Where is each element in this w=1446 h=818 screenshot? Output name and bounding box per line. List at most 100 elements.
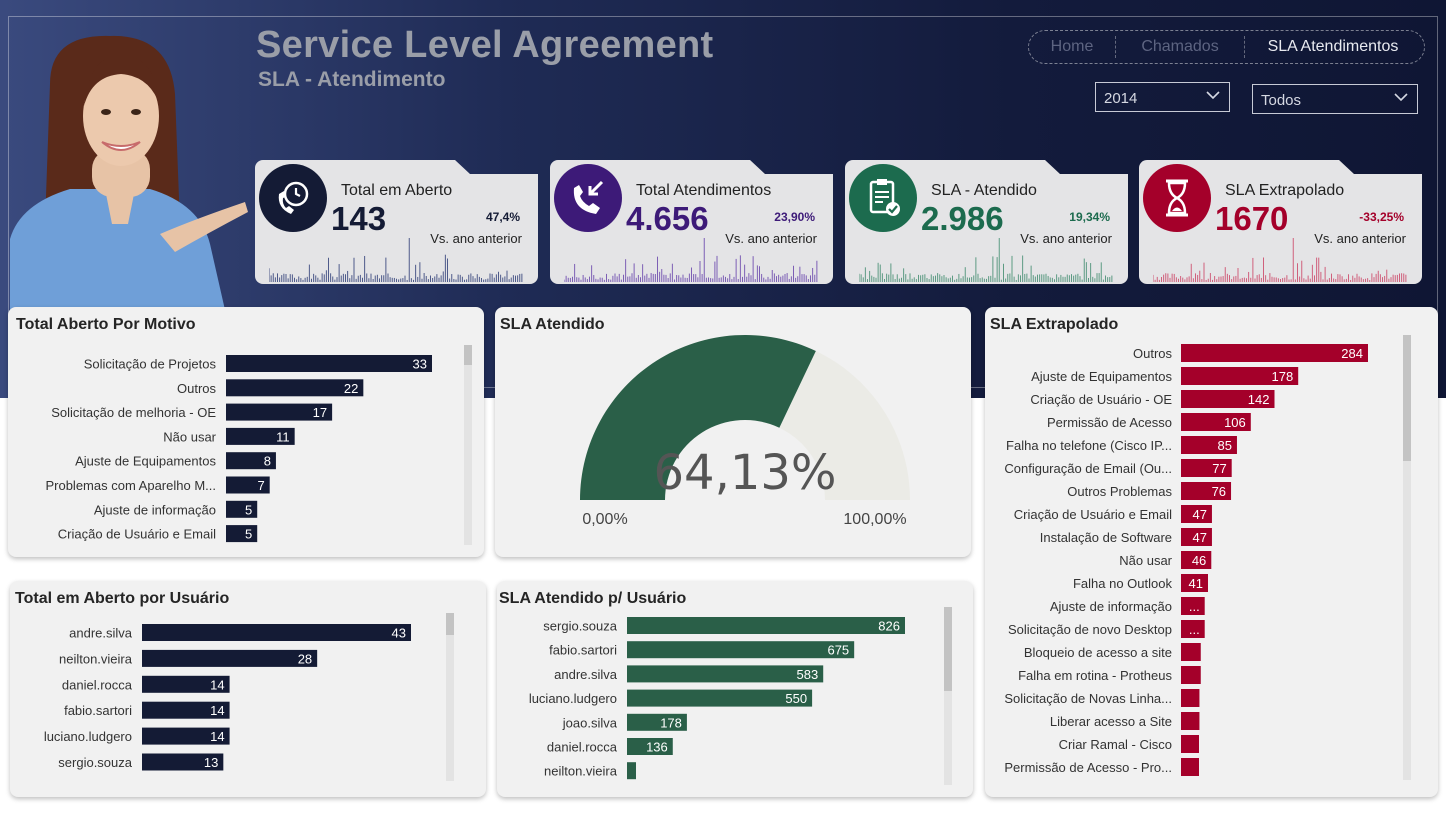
kpi-label: Total Atendimentos: [636, 182, 772, 199]
category-label: Criação de Usuário e Email: [1014, 507, 1172, 522]
scrollbar[interactable]: [446, 613, 454, 781]
kpi-card-total-atendimentos: Total Atendimentos 4.656 23,90% Vs. ano …: [550, 160, 833, 284]
category-label: Solicitação de Novas Linha...: [1004, 691, 1172, 706]
gauge-chart: 64,13% 0,00% 100,00%: [580, 335, 910, 528]
bar: [627, 738, 673, 755]
kpi-value: 2.986: [921, 200, 1004, 237]
kpi-comparison-label: Vs. ano anterior: [725, 231, 817, 246]
panel-sla-atendido: SLA Atendido 64,13% 0,00% 100,00%: [495, 307, 971, 557]
bar: [226, 379, 364, 397]
bar: [1181, 597, 1205, 615]
chevron-down-icon: [1206, 91, 1220, 100]
bar: [226, 452, 276, 470]
bar-value-label: 11: [276, 429, 290, 444]
kpi-sparkline: [1153, 238, 1407, 282]
category-label: andre.silva: [69, 626, 133, 641]
scrollbar-thumb[interactable]: [446, 613, 454, 635]
scrollbar-thumb[interactable]: [1403, 335, 1411, 461]
scrollbar-thumb[interactable]: [944, 607, 952, 691]
bar-value-label: 5: [245, 502, 252, 517]
bar: [1181, 528, 1212, 546]
bar: [1181, 367, 1299, 385]
category-label: fabio.sartori: [64, 703, 132, 718]
nav-divider: [1244, 36, 1245, 58]
bar: [627, 617, 905, 634]
category-label: Outros: [1133, 346, 1173, 361]
year-dropdown-value: 2014: [1104, 90, 1138, 107]
category-label: joao.silva: [562, 715, 618, 730]
bar: [226, 427, 295, 445]
category-label: Criar Ramal - Cisco: [1059, 737, 1172, 752]
category-label: Ajuste de Equipamentos: [1031, 369, 1172, 384]
kpi-value: 143: [331, 200, 387, 237]
bar-value-label: 46: [1192, 553, 1206, 568]
bar-value-label: 17: [313, 405, 327, 420]
bar: [226, 403, 333, 421]
bar-value-label: 43: [392, 626, 406, 641]
bar-value-label: 22: [344, 381, 358, 396]
bar-chart-extrapolado: Outros 284 Ajuste de Equipamentos 178 Criaçã…: [1004, 344, 1368, 776]
category-label: neilton.vieira: [59, 651, 133, 666]
scope-dropdown[interactable]: Todos: [1252, 84, 1418, 114]
category-label: Criação de Usuário - OE: [1030, 392, 1172, 407]
panel-sla-extrapolado: SLA Extrapolado Outros 284 Ajuste de Equip…: [985, 307, 1438, 797]
category-label: Ajuste de Equipamentos: [75, 454, 216, 469]
category-label: Não usar: [163, 429, 216, 444]
nav-chamados[interactable]: Chamados: [1141, 38, 1219, 55]
category-label: Falha no telefone (Cisco IP...: [1006, 438, 1172, 453]
category-label: luciano.ludgero: [529, 691, 617, 706]
bar-value-label: 33: [413, 357, 427, 372]
bar-value-label: 47: [1192, 530, 1206, 545]
bar-value-label: 47: [1192, 507, 1206, 522]
category-label: Ajuste de informação: [1050, 599, 1172, 614]
bar: [226, 355, 432, 372]
bar: [142, 649, 318, 667]
kpi-sparkline: [269, 238, 523, 282]
bar-value-label: 8: [264, 454, 271, 469]
category-label: Instalação de Software: [1040, 530, 1172, 545]
scrollbar[interactable]: [1403, 335, 1411, 780]
category-label: Não usar: [1119, 553, 1172, 568]
category-label: fabio.sartori: [549, 643, 617, 658]
bar-value-label: ...: [1189, 599, 1200, 614]
bar: [1181, 620, 1205, 638]
bar-value-label: 675: [827, 643, 849, 658]
scrollbar[interactable]: [944, 607, 952, 785]
kpi-value: 4.656: [626, 200, 709, 237]
bar-value-label: 7: [257, 478, 264, 493]
bar-value-label: 13: [204, 755, 218, 770]
gauge-fill: [580, 335, 816, 500]
category-label: Permissão de Acesso: [1047, 415, 1172, 430]
bar: [1181, 344, 1368, 362]
scrollbar-thumb[interactable]: [464, 345, 472, 365]
kpi-change: 19,34%: [1069, 210, 1110, 224]
panel-title: SLA Extrapolado: [990, 316, 1119, 333]
bar: [142, 753, 224, 771]
bar-value-label: 142: [1248, 392, 1270, 407]
bar: [1181, 505, 1212, 523]
bar-chart-motivo: Solicitação de Projetos 33 Outros 22 Solicit…: [45, 355, 432, 543]
bar-value-label: 14: [210, 703, 224, 718]
bar: [1181, 666, 1201, 684]
bar: [226, 500, 258, 518]
bar: [627, 713, 687, 731]
bar: [627, 762, 636, 780]
bar-value-label: 136: [646, 740, 668, 755]
year-dropdown[interactable]: 2014: [1095, 82, 1230, 112]
bar: [1181, 436, 1237, 454]
nav-sla-atendimentos[interactable]: SLA Atendimentos: [1267, 38, 1399, 55]
category-label: Configuração de Email (Ou...: [1004, 461, 1172, 476]
nav-home[interactable]: Home: [1050, 38, 1094, 55]
bar-value-label: 583: [797, 667, 819, 682]
category-label: Solicitação de novo Desktop: [1008, 622, 1172, 637]
bar-value-label: 826: [878, 619, 900, 634]
bar: [1181, 689, 1200, 707]
kpi-sparkline: [859, 238, 1113, 282]
scrollbar[interactable]: [464, 345, 472, 545]
bar-value-label: 14: [210, 677, 224, 692]
kpi-change: -33,25%: [1359, 210, 1404, 224]
gauge-min-label: 0,00%: [582, 511, 627, 528]
kpi-value: 1670: [1215, 200, 1289, 237]
kpi-change: 47,4%: [485, 210, 520, 224]
woman-pointing-illustration: [10, 24, 250, 310]
